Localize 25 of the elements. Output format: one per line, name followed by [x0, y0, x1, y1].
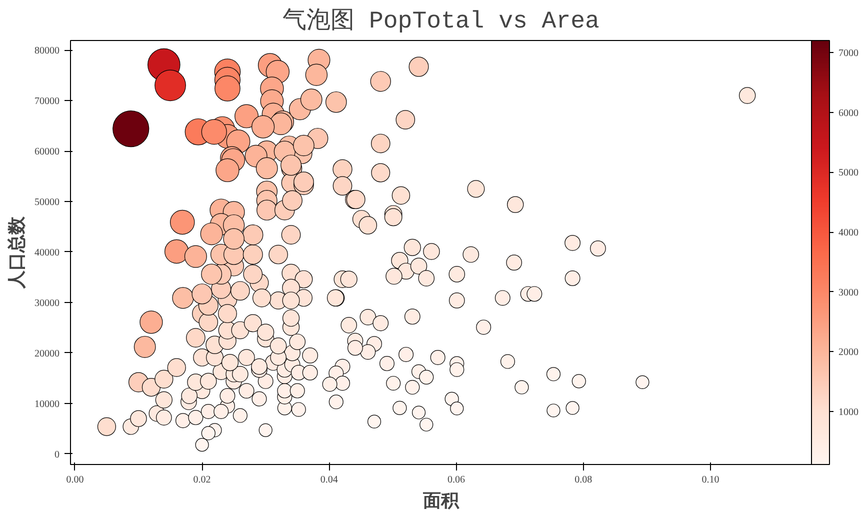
color-bar-label: 3000 [838, 287, 858, 298]
y-tick-label: 10000 [34, 398, 60, 410]
y-tick-label: 60000 [34, 146, 60, 158]
x-tick-label: 0.02 [193, 474, 211, 486]
color-bar-label: 2000 [838, 347, 858, 358]
x-tick-label: 0.10 [702, 474, 720, 486]
y-tick-label: 70000 [34, 96, 60, 108]
color-bar-label: 7000 [838, 48, 858, 59]
y-tick-label: 20000 [34, 348, 60, 360]
y-tick-label: 0 [54, 449, 60, 460]
color-bar-label: 5000 [838, 168, 858, 179]
x-tick-label: 0.00 [66, 474, 84, 486]
color-bar-label: 6000 [838, 108, 858, 119]
color-bar-label: 1000 [838, 407, 858, 418]
y-axis-title: 人口总数 [6, 216, 26, 290]
x-tick-label: 0.06 [448, 474, 465, 486]
y-tick-label: 50000 [34, 197, 60, 208]
chart-title: 气泡图 PopTotal vs Area [282, 8, 600, 36]
y-tick-label: 80000 [34, 46, 60, 57]
x-axis-title: 面积 [422, 490, 460, 510]
x-tick-label: 0.08 [574, 474, 592, 486]
y-tick-label: 30000 [34, 298, 60, 309]
color-bar-label: 4000 [838, 228, 858, 239]
y-tick-label: 40000 [34, 247, 60, 258]
x-tick-label: 0.04 [320, 474, 338, 486]
